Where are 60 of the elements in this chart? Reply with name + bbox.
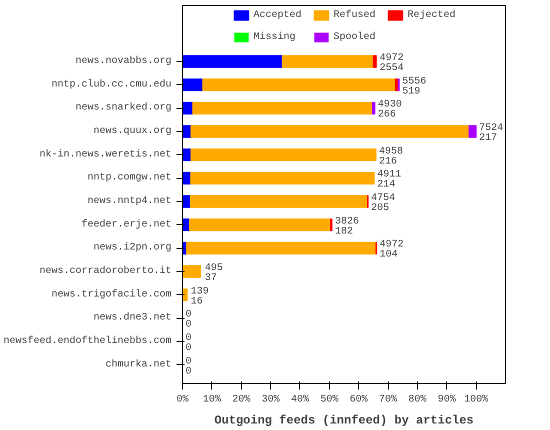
y-tick-label: nntp.club.cc.cmu.edu xyxy=(51,78,172,90)
annotation: 0 0 xyxy=(186,333,192,354)
x-tick-label: 0% xyxy=(176,394,189,406)
bar xyxy=(190,148,377,162)
x-tick-label: 50% xyxy=(320,394,338,406)
legend-label: Rejected xyxy=(408,10,456,20)
x-tick-label: 30% xyxy=(262,394,280,406)
annotation: 3826 182 xyxy=(334,216,359,238)
x-tick-label: 20% xyxy=(232,394,250,406)
bar xyxy=(186,242,377,254)
y-tick-label: feeder.erje.net xyxy=(81,218,172,230)
annotation: 4930 266 xyxy=(378,100,402,121)
y-tick-label: news.snarked.org xyxy=(75,102,172,114)
bar xyxy=(190,172,375,184)
y-tick-label: nntp.comgw.net xyxy=(87,172,172,184)
bar xyxy=(372,55,377,68)
x-tick-label: 100% xyxy=(464,394,488,406)
bar xyxy=(190,195,368,208)
y-tick-label: news.dne3.net xyxy=(93,312,172,324)
annotation: 0 0 xyxy=(186,310,192,331)
x-tick-label: 90% xyxy=(438,394,456,406)
bar xyxy=(202,78,396,92)
annotation: 4972 2554 xyxy=(380,53,404,74)
x-tick-label: 60% xyxy=(350,394,368,406)
bar xyxy=(189,218,331,232)
y-tick-label: newsfeed.endofthelinebbs.com xyxy=(3,335,172,347)
y-tick-label: news.trigofacile.com xyxy=(51,288,172,300)
y-tick-label: news.nntp4.net xyxy=(87,196,172,207)
annotation: 7524 217 xyxy=(479,123,504,144)
legend-label: Missing xyxy=(253,32,296,42)
annotation: 5556 519 xyxy=(402,76,426,98)
annotation: 495 37 xyxy=(204,263,223,284)
x-tick-label: 80% xyxy=(408,394,426,406)
y-tick-label: chmurka.net xyxy=(105,358,172,370)
x-tick-label: 10% xyxy=(202,394,221,406)
bar xyxy=(182,78,204,92)
annotation: 4958 216 xyxy=(379,146,404,168)
bar xyxy=(372,102,376,114)
y-tick-label: nk-in.news.weretis.net xyxy=(39,148,172,160)
bar xyxy=(282,55,374,68)
x-tick-label: 40% xyxy=(290,394,309,406)
x-tick-label: 70% xyxy=(379,394,398,406)
bar xyxy=(192,102,373,114)
y-tick-label: news.novabbs.org xyxy=(75,55,172,67)
annotation: 4972 104 xyxy=(380,240,404,261)
bar xyxy=(468,125,477,138)
annotation: 4754 205 xyxy=(371,193,396,214)
bar xyxy=(182,55,283,68)
annotation: 0 0 xyxy=(186,356,192,378)
legend-label: Accepted xyxy=(253,10,302,20)
annotation: 4911 214 xyxy=(377,170,402,191)
y-tick-label: news.quux.org xyxy=(93,126,172,137)
legend-label: Refused xyxy=(333,10,376,20)
y-tick-label: news.corradoroberto.it xyxy=(39,265,172,277)
bar xyxy=(190,125,470,138)
y-tick-label: news.i2pn.org xyxy=(93,242,172,254)
bar xyxy=(182,265,201,278)
annotation: 139 16 xyxy=(190,286,209,308)
x-axis-title: Outgoing feeds (innfeed) by articles xyxy=(214,414,474,428)
legend-label: Spooled xyxy=(333,32,376,42)
